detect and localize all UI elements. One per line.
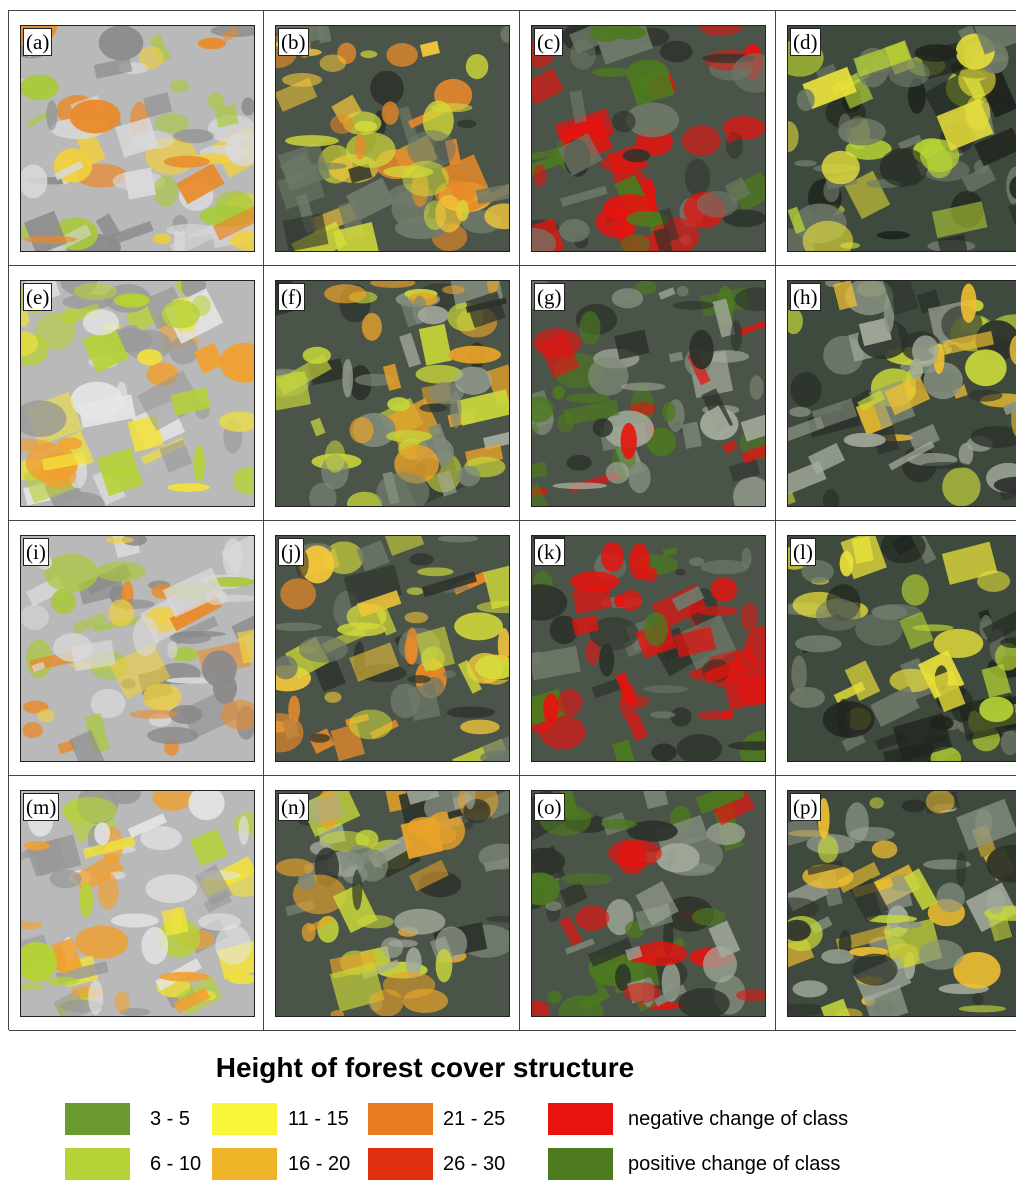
legend-swatch	[368, 1148, 433, 1180]
panel-label: (j)	[278, 538, 304, 566]
aerial-image: (e)	[20, 280, 255, 507]
panel-label: (f)	[278, 283, 305, 311]
panel-label: (o)	[534, 793, 565, 821]
legend-label: 11 - 15	[288, 1103, 349, 1135]
panel: (h)	[776, 266, 1016, 521]
aerial-image: (b)	[275, 25, 510, 252]
image-texture	[788, 26, 1016, 251]
legend-title: Height of forest cover structure	[0, 1052, 850, 1084]
aerial-image: (l)	[787, 535, 1016, 762]
legend-label: positive change of class	[628, 1148, 840, 1180]
image-texture	[532, 281, 765, 506]
panel-label: (b)	[278, 28, 309, 56]
image-texture	[276, 536, 509, 761]
legend-swatch	[368, 1103, 433, 1135]
aerial-image: (k)	[531, 535, 766, 762]
panel: (a)	[9, 11, 264, 266]
panel: (f)	[264, 266, 520, 521]
image-texture	[21, 26, 254, 251]
image-texture	[21, 281, 254, 506]
panel-label: (e)	[23, 283, 52, 311]
panel-label: (m)	[23, 793, 59, 821]
image-texture	[788, 281, 1016, 506]
panel: (g)	[520, 266, 776, 521]
aerial-image: (g)	[531, 280, 766, 507]
image-texture	[532, 791, 765, 1016]
panel: (n)	[264, 776, 520, 1031]
legend-label: 16 - 20	[288, 1148, 350, 1180]
panel: (d)	[776, 11, 1016, 266]
panel: (j)	[264, 521, 520, 776]
panel: (i)	[9, 521, 264, 776]
aerial-image: (i)	[20, 535, 255, 762]
panel: (l)	[776, 521, 1016, 776]
panel-label: (l)	[790, 538, 816, 566]
aerial-image: (a)	[20, 25, 255, 252]
panel-label: (n)	[278, 793, 309, 821]
panel: (b)	[264, 11, 520, 266]
legend-label: 26 - 30	[443, 1148, 505, 1180]
aerial-image: (d)	[787, 25, 1016, 252]
aerial-image: (o)	[531, 790, 766, 1017]
legend-label: 3 - 5	[150, 1103, 190, 1135]
panel: (k)	[520, 521, 776, 776]
image-texture	[532, 26, 765, 251]
panel: (p)	[776, 776, 1016, 1031]
panel-label: (i)	[23, 538, 49, 566]
image-texture	[532, 536, 765, 761]
legend-label: 6 - 10	[150, 1148, 201, 1180]
aerial-image: (j)	[275, 535, 510, 762]
panel-label: (p)	[790, 793, 821, 821]
image-texture	[788, 791, 1016, 1016]
panel-grid: (a) (b) (c) (d) (e) (f) (g) (h) (i) (j) (k) (l) (m) (…	[8, 10, 1016, 1030]
image-texture	[276, 26, 509, 251]
legend-label: negative change of class	[628, 1103, 848, 1135]
panel-label: (k)	[534, 538, 565, 566]
aerial-image: (p)	[787, 790, 1016, 1017]
panel: (e)	[9, 266, 264, 521]
panel-label: (d)	[790, 28, 821, 56]
aerial-image: (f)	[275, 280, 510, 507]
panel-label: (h)	[790, 283, 821, 311]
image-texture	[788, 536, 1016, 761]
aerial-image: (c)	[531, 25, 766, 252]
legend-swatch	[212, 1148, 277, 1180]
panel: (m)	[9, 776, 264, 1031]
legend-swatch	[65, 1148, 130, 1180]
image-texture	[276, 791, 509, 1016]
aerial-image: (h)	[787, 280, 1016, 507]
legend-swatch	[548, 1103, 613, 1135]
panel: (o)	[520, 776, 776, 1031]
image-texture	[276, 281, 509, 506]
legend-swatch	[548, 1148, 613, 1180]
panel: (c)	[520, 11, 776, 266]
legend-label: 21 - 25	[443, 1103, 505, 1135]
image-texture	[21, 791, 254, 1016]
aerial-image: (n)	[275, 790, 510, 1017]
legend-swatch	[212, 1103, 277, 1135]
panel-label: (a)	[23, 28, 52, 56]
panel-label: (c)	[534, 28, 563, 56]
page: (a) (b) (c) (d) (e) (f) (g) (h) (i) (j) (k) (l) (m) (…	[0, 0, 1016, 1178]
panel-label: (g)	[534, 283, 565, 311]
legend-swatch	[65, 1103, 130, 1135]
image-texture	[21, 536, 254, 761]
aerial-image: (m)	[20, 790, 255, 1017]
